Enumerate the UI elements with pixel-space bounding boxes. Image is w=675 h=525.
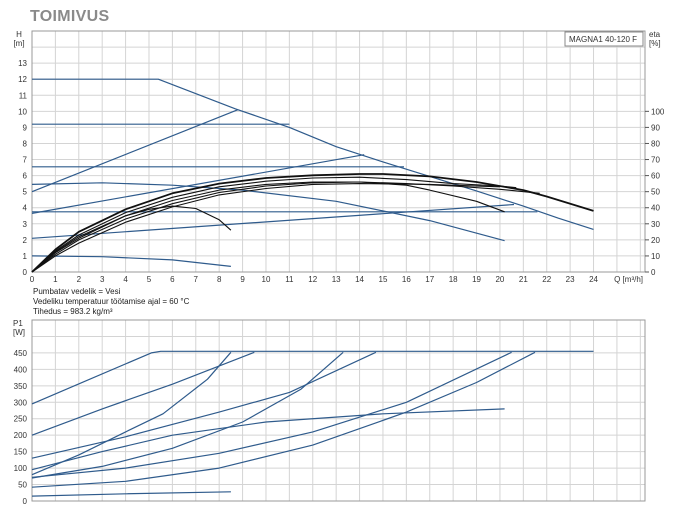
xtick-label: 6 [170,275,175,284]
power-ytick-label: 250 [14,415,28,424]
power-ytick-label: 350 [14,382,28,391]
note-temperature: Vedeliku temperatuur töötamise ajal = 60… [33,297,190,306]
xtick-label: 10 [262,275,271,284]
head-curve-6 [31,203,515,239]
xtick-label: 19 [472,275,481,284]
y2tick-label: 20 [651,236,660,245]
power-curve-1 [31,351,255,436]
power-ytick-label: 200 [14,431,28,440]
xtick-label: 1 [53,275,58,284]
power-ytick-label: 100 [14,464,28,473]
xtick-label: 3 [100,275,105,284]
power-ytick-label: 50 [18,481,27,490]
head-curve-5 [31,154,365,214]
xtick-label: 7 [194,275,199,284]
xtick-label: 21 [519,275,528,284]
head-ytick-label: 12 [18,75,27,84]
head-ytick-label: 10 [18,107,27,116]
head-ytick-label: 0 [23,268,28,277]
head-ytick-label: 13 [18,59,27,68]
xtick-label: 14 [355,275,364,284]
page-title: TOIMIVUS [30,8,110,25]
y2label: [%] [649,39,661,48]
power-ytick-label: 0 [23,497,28,506]
head-plot-frame [31,30,646,273]
head-ylabel: [m] [13,39,24,48]
xtick-label: 8 [217,275,222,284]
xtick-label: 13 [332,275,341,284]
power-plot-frame [31,319,646,502]
head-ytick-label: 11 [19,91,28,100]
y2tick-label: 100 [651,107,665,116]
xtick-label: 24 [589,275,598,284]
y2tick-label: 0 [651,268,656,277]
head-ytick-label: 3 [23,220,28,229]
xtick-label: 17 [425,275,434,284]
legend-label: MAGNA1 40-120 F [569,35,637,44]
xtick-label: 18 [449,275,458,284]
xtick-label: 22 [542,275,551,284]
power-curve-8 [31,491,231,497]
head-efficiency-curve-12 [31,181,505,273]
xtick-label: 20 [495,275,504,284]
power-curve-0 [31,350,594,405]
head-efficiency-curve-11 [31,181,540,273]
head-ytick-label: 6 [23,172,28,181]
power-curve-6 [31,351,512,478]
legend-box [564,31,644,47]
y2tick-label: 80 [651,139,660,148]
xtick-label: 9 [240,275,245,284]
head-efficiency-curve-9 [31,173,594,273]
xtick-label: 16 [402,275,411,284]
xtick-label: 5 [147,275,152,284]
head-ytick-label: 4 [23,204,28,213]
power-curve-4 [31,351,344,479]
head-efficiency-curve-10 [31,176,517,273]
power-curve-3 [31,351,377,459]
power-curve-7 [31,351,536,488]
note-density: Tihedus = 983.2 kg/m³ [33,307,113,316]
y2tick-label: 50 [651,188,660,197]
head-curve-8 [31,255,231,267]
head-ytick-label: 1 [23,252,28,261]
head-ytick-label: 8 [23,139,28,148]
power-ylabel: P1 [13,319,23,328]
head-efficiency-curve-13 [31,183,500,273]
power-ytick-label: 300 [14,398,28,407]
xtick-label: 2 [77,275,82,284]
xtick-label: 4 [123,275,128,284]
power-curve-5 [31,408,505,471]
power-ytick-label: 400 [14,365,28,374]
head-curve-7 [31,182,505,242]
head-ytick-label: 9 [23,123,28,132]
xtick-label: 23 [566,275,575,284]
y2tick-label: 40 [651,204,660,213]
xtick-label: 11 [285,275,294,284]
y2label: eta [649,30,661,39]
power-ylabel: [W] [13,328,25,337]
head-curve-0 [32,78,594,230]
head-ylabel: H [16,30,22,39]
xtick-label: 15 [379,275,388,284]
xtick-label: 0 [30,275,35,284]
head-ytick-label: 5 [23,188,28,197]
head-curve-4 [31,109,239,193]
y2tick-label: 60 [651,172,660,181]
xtick-label: 12 [308,275,317,284]
xlabel: Q [m³/h] [614,275,643,284]
y2tick-label: 30 [651,220,660,229]
power-curve-2 [31,351,232,476]
y2tick-label: 90 [651,123,660,132]
head-efficiency-curve-14 [31,205,232,273]
y2tick-label: 10 [651,252,660,261]
y2tick-label: 70 [651,156,660,165]
head-ytick-label: 7 [23,156,28,165]
power-ytick-label: 450 [14,349,28,358]
note-fluid: Pumbatav vedelik = Vesi [33,287,121,296]
head-ytick-label: 2 [23,236,28,245]
power-ytick-label: 150 [14,448,28,457]
